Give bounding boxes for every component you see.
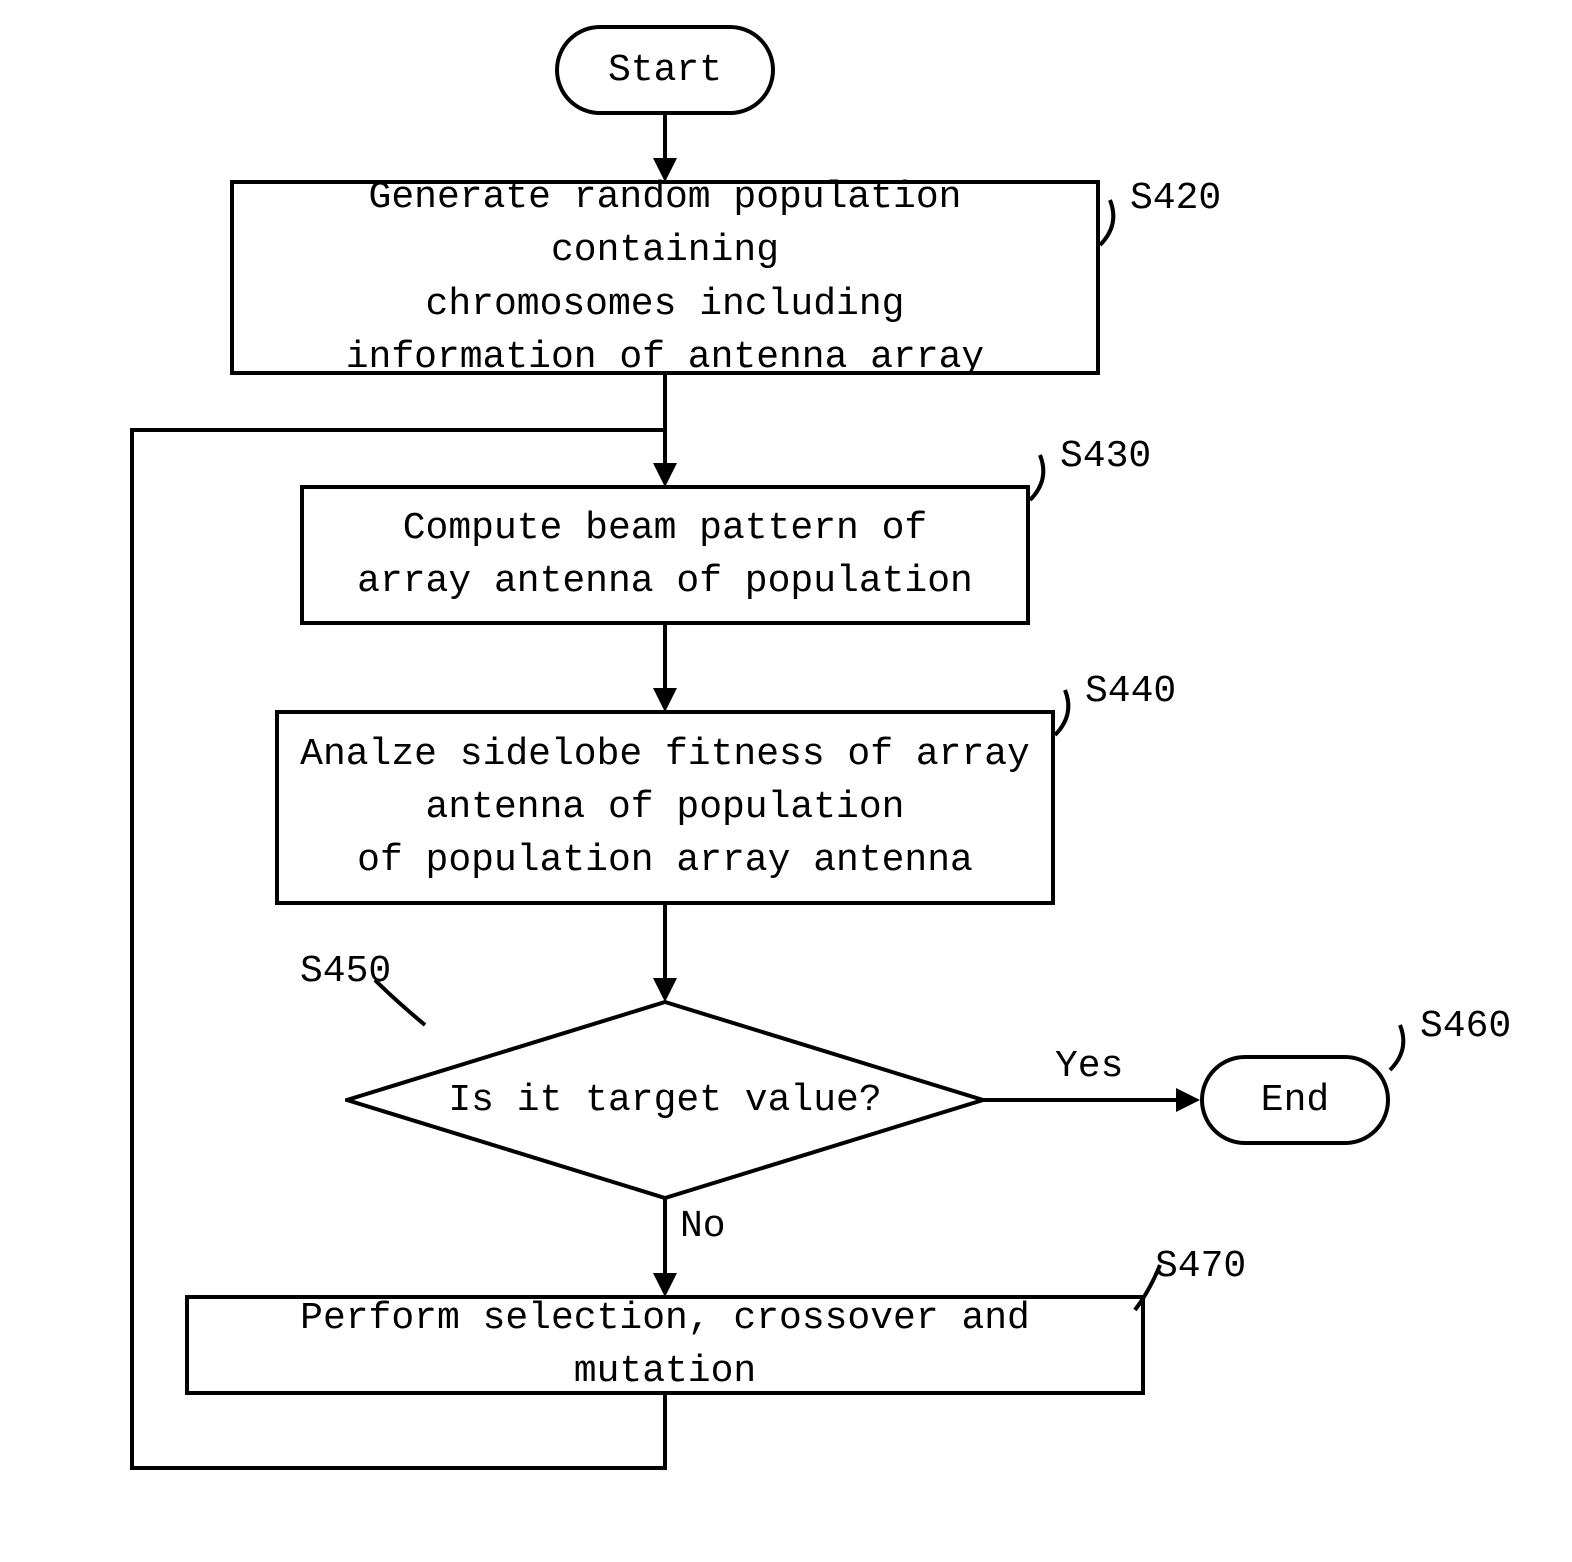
s470-text: Perform selection, crossover and mutatio… (199, 1292, 1131, 1398)
process-s430: Compute beam pattern of array antenna of… (300, 485, 1030, 625)
arrow-s440-s450 (663, 905, 667, 980)
process-s440: Analze sidelobe fitness of array antenna… (275, 710, 1055, 905)
no-label: No (680, 1205, 726, 1248)
arrow-s450-s460 (983, 1098, 1178, 1102)
end-text: End (1261, 1079, 1329, 1122)
arrowhead-s440-s450 (653, 978, 677, 1002)
arrowhead-s450-s460 (1176, 1088, 1200, 1112)
end-terminal: End (1200, 1055, 1390, 1145)
start-terminal: Start (555, 25, 775, 115)
arrow-s430-s440 (663, 625, 667, 690)
s470-label: S470 (1155, 1245, 1246, 1288)
s430-text: Compute beam pattern of array antenna of… (357, 502, 973, 608)
start-text: Start (608, 49, 722, 92)
yes-label: Yes (1055, 1045, 1123, 1088)
loop-line-left (130, 428, 134, 1470)
process-s420: Generate random population containing ch… (230, 180, 1100, 375)
arrow-s450-s470 (663, 1198, 667, 1275)
loop-line-top (130, 428, 667, 432)
s420-text: Generate random population containing ch… (244, 171, 1086, 384)
process-s470: Perform selection, crossover and mutatio… (185, 1295, 1145, 1395)
flowchart-container: Start Generate random population contain… (0, 0, 1572, 1562)
s450-label: S450 (300, 950, 391, 993)
s430-label: S430 (1060, 435, 1151, 478)
s450-text: Is it target value? (448, 1079, 881, 1122)
loop-line-bottom (130, 1466, 667, 1470)
s460-label: S460 (1420, 1005, 1511, 1048)
loop-line-down (663, 1395, 667, 1470)
s440-text: Analze sidelobe fitness of array antenna… (300, 728, 1030, 888)
s440-label: S440 (1085, 670, 1176, 713)
arrow-start-s420 (663, 115, 667, 160)
decision-s450: Is it target value? (345, 1000, 985, 1200)
s420-label: S420 (1130, 177, 1221, 220)
arrowhead-s430-s440 (653, 688, 677, 712)
arrow-s420-s430-v (663, 375, 667, 465)
arrowhead-s420-s430 (653, 463, 677, 487)
